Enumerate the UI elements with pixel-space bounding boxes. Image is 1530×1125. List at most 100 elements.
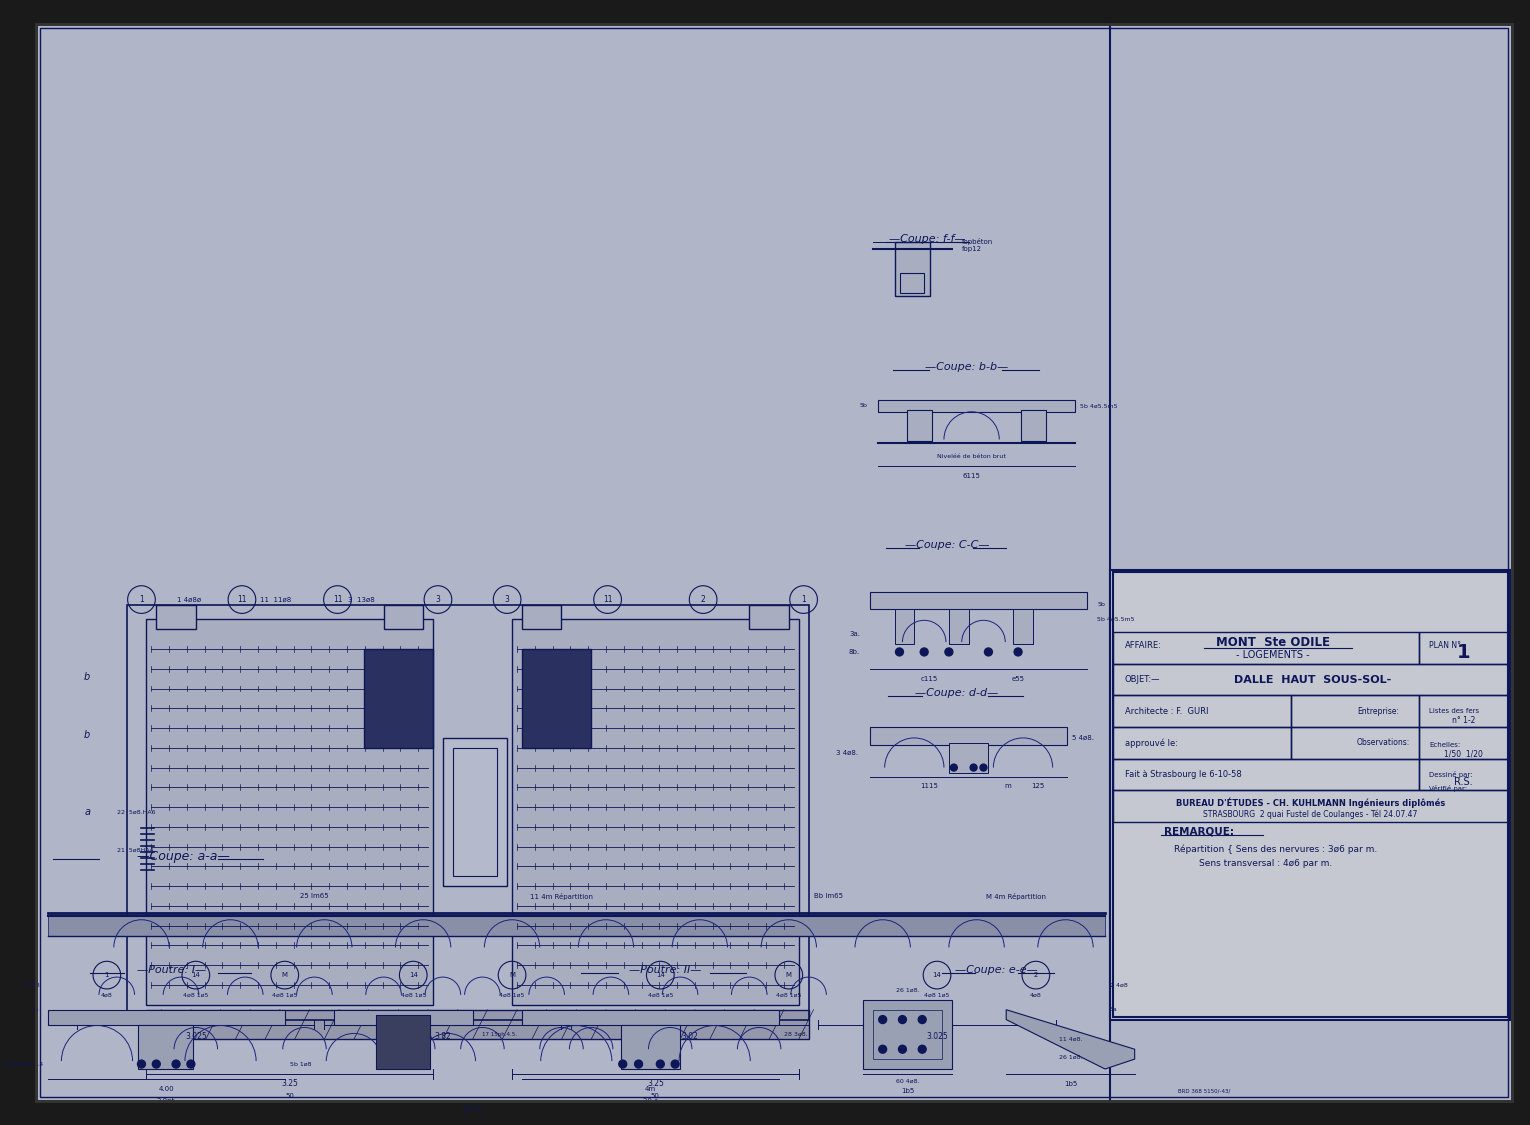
Text: e55: e55 bbox=[1011, 676, 1025, 682]
Text: 4.00: 4.00 bbox=[159, 1086, 174, 1091]
Bar bbox=[47, 1010, 285, 1025]
Bar bbox=[1112, 758, 1420, 790]
Text: 3.02: 3.02 bbox=[681, 1032, 698, 1041]
Circle shape bbox=[171, 1060, 181, 1068]
Text: PLAN N°: PLAN N° bbox=[1429, 640, 1461, 649]
Text: 1b5: 1b5 bbox=[901, 1088, 913, 1094]
Bar bbox=[442, 738, 506, 886]
Circle shape bbox=[878, 1016, 886, 1024]
Text: M: M bbox=[509, 972, 516, 978]
Text: 11: 11 bbox=[237, 595, 246, 604]
Bar bbox=[127, 604, 808, 1019]
Bar bbox=[1112, 790, 1509, 822]
Text: 50: 50 bbox=[650, 1092, 659, 1099]
Bar bbox=[863, 1000, 952, 1069]
Bar bbox=[895, 610, 915, 643]
Text: STRASBOURG  2 quai Fustel de Coulanges - Tél 24.07.47: STRASBOURG 2 quai Fustel de Coulanges - … bbox=[1204, 809, 1418, 819]
Circle shape bbox=[918, 1045, 926, 1053]
Text: 4ø8 1ø5: 4ø8 1ø5 bbox=[647, 992, 673, 998]
Text: Fait à Strasbourg le 6-10-58: Fait à Strasbourg le 6-10-58 bbox=[1125, 770, 1241, 778]
Text: Listes des fers: Listes des fers bbox=[1429, 709, 1480, 714]
Text: 1: 1 bbox=[104, 972, 109, 978]
Text: BRD 368 5150/-43/: BRD 368 5150/-43/ bbox=[1178, 1088, 1230, 1094]
Text: Répartition { Sens des nervures : 3ø6 par m.: Répartition { Sens des nervures : 3ø6 pa… bbox=[1174, 845, 1377, 854]
Text: R.S.: R.S. bbox=[1455, 777, 1473, 787]
Text: fopbéton: fopbéton bbox=[962, 238, 993, 245]
Text: DALLE  HAUT  SOUS-SOL-: DALLE HAUT SOUS-SOL- bbox=[1235, 675, 1391, 685]
Text: - LOGEMENTS -: - LOGEMENTS - bbox=[1236, 650, 1310, 660]
Bar bbox=[1112, 572, 1509, 1017]
Circle shape bbox=[981, 764, 987, 771]
Text: 3: 3 bbox=[505, 595, 509, 604]
Bar bbox=[522, 604, 562, 629]
Text: —Poutre: II—: —Poutre: II— bbox=[629, 965, 701, 975]
Text: MONT  Ste ODILE: MONT Ste ODILE bbox=[1216, 636, 1330, 648]
Text: 11: 11 bbox=[332, 595, 343, 604]
Bar bbox=[384, 604, 424, 629]
Text: 11 4m Répartition: 11 4m Répartition bbox=[529, 892, 594, 900]
Text: OBJET:—: OBJET:— bbox=[1125, 675, 1160, 684]
Text: 125: 125 bbox=[1031, 783, 1045, 790]
Circle shape bbox=[920, 648, 929, 656]
Text: —Coupe: C-C—: —Coupe: C-C— bbox=[904, 540, 990, 550]
Circle shape bbox=[918, 1016, 926, 1024]
Text: 11 4ø8.: 11 4ø8. bbox=[1059, 1037, 1082, 1042]
Text: a: a bbox=[84, 807, 90, 817]
Bar bbox=[147, 620, 433, 1005]
Bar bbox=[1013, 610, 1033, 643]
Bar bbox=[878, 399, 1076, 412]
Text: fop12: fop12 bbox=[962, 245, 982, 252]
Circle shape bbox=[970, 764, 978, 771]
Bar bbox=[1420, 695, 1509, 727]
Text: 5b 1ø8: 5b 1ø8 bbox=[289, 1062, 311, 1066]
Text: 26 1ø8.: 26 1ø8. bbox=[1059, 1054, 1082, 1060]
Bar bbox=[871, 592, 1088, 610]
Circle shape bbox=[187, 1060, 194, 1068]
Text: 4ø8: 4ø8 bbox=[1030, 992, 1042, 998]
Text: 4ø8 1ø5: 4ø8 1ø5 bbox=[776, 992, 802, 998]
Text: 1 4ø8ø: 1 4ø8ø bbox=[177, 596, 202, 603]
Text: Observations:: Observations: bbox=[1357, 738, 1411, 747]
Circle shape bbox=[898, 1045, 906, 1053]
Text: 2: 2 bbox=[1034, 972, 1037, 978]
Text: 6115: 6115 bbox=[962, 472, 981, 479]
Bar bbox=[1420, 758, 1509, 790]
Text: 5a: 5a bbox=[1109, 1007, 1118, 1012]
Text: 4ø8 1ø5: 4ø8 1ø5 bbox=[499, 992, 525, 998]
Circle shape bbox=[153, 1060, 161, 1068]
Text: m: m bbox=[1005, 783, 1011, 790]
Bar bbox=[156, 604, 196, 629]
Circle shape bbox=[898, 1016, 906, 1024]
Bar bbox=[1112, 695, 1291, 727]
Bar bbox=[147, 1010, 808, 1040]
Text: 3 4ø8.: 3 4ø8. bbox=[835, 749, 858, 756]
Text: 14: 14 bbox=[409, 972, 418, 978]
Bar bbox=[376, 1015, 430, 1069]
Bar bbox=[895, 242, 930, 296]
Bar bbox=[621, 1025, 679, 1069]
Text: M: M bbox=[786, 972, 793, 978]
Bar bbox=[1291, 695, 1420, 727]
Text: REMARQUE:: REMARQUE: bbox=[1164, 827, 1235, 837]
Text: AFFAIRE:: AFFAIRE: bbox=[1125, 640, 1161, 649]
Text: —Coupe: b-b—: —Coupe: b-b— bbox=[926, 362, 1008, 372]
Text: —Coupe: e-e—: —Coupe: e-e— bbox=[955, 965, 1037, 975]
Text: M: M bbox=[282, 972, 288, 978]
Text: 3.25: 3.25 bbox=[282, 1079, 298, 1088]
Bar bbox=[1291, 727, 1420, 758]
Text: 20 à: 20 à bbox=[643, 1098, 658, 1104]
Text: 4ø8: 4ø8 bbox=[101, 992, 113, 998]
Circle shape bbox=[878, 1045, 886, 1053]
Text: 5 4ø8.: 5 4ø8. bbox=[1073, 735, 1094, 741]
Bar bbox=[1109, 570, 1510, 1019]
Circle shape bbox=[618, 1060, 627, 1068]
Circle shape bbox=[946, 648, 953, 656]
Bar bbox=[1112, 664, 1509, 695]
Text: 22  5ø8.HA6: 22 5ø8.HA6 bbox=[116, 810, 155, 814]
Bar bbox=[522, 649, 591, 748]
Bar bbox=[1021, 410, 1045, 441]
Text: Sens transversal : 4ø6 par m.: Sens transversal : 4ø6 par m. bbox=[1200, 858, 1333, 867]
Bar bbox=[364, 649, 433, 748]
Text: BUREAU D'ÉTUDES - CH. KUHLMANN Ingénieurs diplômés: BUREAU D'ÉTUDES - CH. KUHLMANN Ingénieur… bbox=[1177, 798, 1446, 809]
Text: 5a: 5a bbox=[32, 1007, 40, 1012]
